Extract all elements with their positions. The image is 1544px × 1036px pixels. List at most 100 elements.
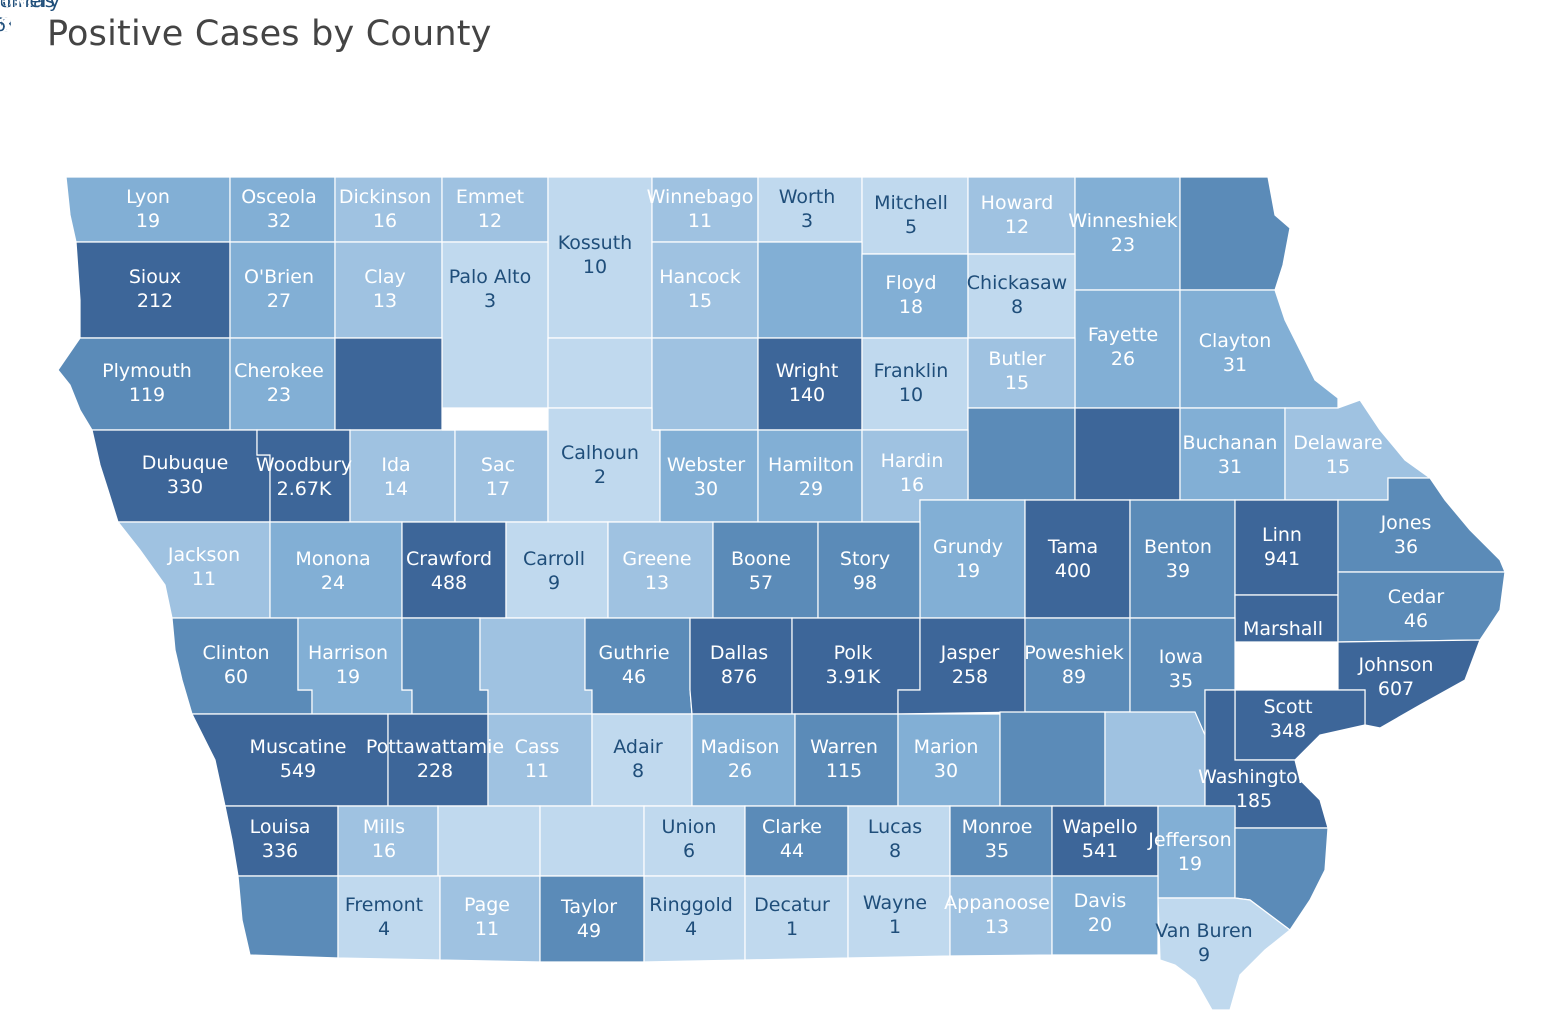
county-cases-mitchell: 5 <box>905 216 917 238</box>
county-name-kossuth: Kossuth <box>558 232 632 254</box>
county-shape-unlabeled-30[interactable] <box>1074 407 1181 501</box>
county-shape-buchanan[interactable] <box>1179 407 1286 501</box>
county-name-wayne: Wayne <box>863 892 927 914</box>
county-shape-grundy[interactable] <box>919 499 1026 619</box>
county-shape-taylor[interactable] <box>539 875 645 963</box>
county-cases-adair: 8 <box>632 760 644 782</box>
county-name-winneshiek: Winneshiek <box>1068 210 1177 232</box>
county-cases-fayette: 26 <box>1111 348 1135 370</box>
county-shape-van-buren[interactable] <box>1157 897 1291 1011</box>
county-name-o-brien: O'Brien <box>244 266 314 288</box>
county-name-jefferson: Jefferson <box>1147 829 1231 851</box>
county-cases-cass: 11 <box>525 760 549 782</box>
county-shape-tama[interactable] <box>1024 499 1131 619</box>
county-cases-van-buren: 9 <box>1198 944 1210 966</box>
county-shape-greene[interactable] <box>607 521 714 619</box>
county-shape-mahaska[interactable] <box>999 711 1106 807</box>
county-shape-davis[interactable] <box>1051 875 1159 956</box>
map-title: Positive Cases by County <box>47 14 492 54</box>
county-name-mills: Mills <box>363 816 405 838</box>
county-shape-woodbury[interactable] <box>256 429 351 523</box>
county-name-osceola: Osceola <box>241 186 317 208</box>
county-name-poweshiek: Poweshiek <box>1024 642 1124 664</box>
county-cases-wright: 140 <box>789 384 825 406</box>
county-cases-montgomery: 6 <box>0 14 6 36</box>
county-name-madison: Madison <box>701 736 780 758</box>
county-shape-unlabeled-10[interactable] <box>1179 176 1291 291</box>
county-name-floyd: Floyd <box>885 272 936 294</box>
county-cases-mills: 16 <box>372 840 396 862</box>
county-shape-unlabeled-25[interactable] <box>651 337 759 431</box>
county-name-hardin: Hardin <box>881 450 944 472</box>
county-shape-unlabeled-58[interactable] <box>479 617 593 715</box>
county-shape-shelby[interactable] <box>401 617 489 715</box>
county-shape-bremer[interactable] <box>967 407 1076 501</box>
county-cases-muscatine: 549 <box>280 760 316 782</box>
county-name-linn: Linn <box>1262 524 1302 546</box>
county-cases-mahaska: 88 <box>0 14 12 36</box>
county-cases-polk: 3.91K <box>826 666 881 688</box>
county-cases-warren: 115 <box>826 760 862 782</box>
county-shape-unlabeled-16[interactable] <box>757 241 863 339</box>
county-name-marshall: Marshall <box>1243 618 1323 640</box>
county-shape-ida[interactable] <box>349 429 456 523</box>
county-shape-crawford[interactable] <box>401 521 507 619</box>
county-name-pocahontas: Pocahontas <box>0 0 55 12</box>
county-cases-poweshiek: 89 <box>1062 666 1086 688</box>
county-name-calhoun: Calhoun <box>561 442 639 464</box>
county-cases-wayne: 1 <box>889 916 901 938</box>
county-shape-jefferson[interactable] <box>1157 805 1236 899</box>
county-shape-montgomery[interactable] <box>437 805 541 877</box>
county-cases-osceola: 32 <box>267 210 291 232</box>
county-cases-emmet: 12 <box>478 210 502 232</box>
county-cases-plymouth: 119 <box>129 384 165 406</box>
county-cases-benton: 39 <box>1166 560 1190 582</box>
county-shape-calhoun[interactable] <box>547 407 661 523</box>
county-name-webster: Webster <box>667 454 745 476</box>
county-shapes <box>57 176 1506 1011</box>
county-name-clay: Clay <box>364 266 405 288</box>
county-cases-henry: 67 <box>0 14 12 36</box>
county-name-ida: Ida <box>381 454 410 476</box>
county-name-clarke: Clarke <box>762 816 822 838</box>
county-name-buchanan: Buchanan <box>1183 432 1278 454</box>
county-name-ringgold: Ringgold <box>649 894 733 916</box>
county-shape-poweshiek[interactable] <box>1024 617 1131 713</box>
county-shape-unlabeled-88[interactable] <box>237 875 339 959</box>
county-shape-boone[interactable] <box>712 521 819 619</box>
county-name-dallas: Dallas <box>710 642 768 664</box>
county-name-harrison: Harrison <box>308 642 388 664</box>
county-cases-jasper: 258 <box>952 666 988 688</box>
county-cases-appanoose: 13 <box>985 916 1009 938</box>
county-name-jones: Jones <box>1380 512 1432 534</box>
county-name-monroe: Monroe <box>962 816 1033 838</box>
county-cases-floyd: 18 <box>899 296 923 318</box>
county-shape-unlabeled-23[interactable] <box>334 337 443 431</box>
county-shape-monona[interactable] <box>269 521 403 619</box>
county-shape-benton[interactable] <box>1129 499 1236 619</box>
county-shape-pocahontas[interactable] <box>547 337 653 409</box>
county-name-jasper: Jasper <box>940 642 1000 664</box>
county-cases-buchanan: 31 <box>1218 456 1242 478</box>
county-name-polk: Polk <box>834 642 873 664</box>
county-cases-webster: 30 <box>694 478 718 500</box>
county-cases-chickasaw: 8 <box>1011 296 1023 318</box>
county-name-henry: Henry <box>0 0 29 12</box>
county-cases-kossuth: 10 <box>583 256 607 278</box>
county-cases-tama: 400 <box>1055 560 1091 582</box>
county-name-washington: Washington <box>1198 766 1310 788</box>
county-name-sac: Sac <box>481 454 515 476</box>
county-name-monona: Monona <box>295 548 370 570</box>
county-name-muscatine: Muscatine <box>250 736 347 758</box>
county-shape-unlabeled-80[interactable] <box>539 805 645 877</box>
county-shape-webster[interactable] <box>652 429 759 523</box>
county-shape-hamilton[interactable] <box>757 429 863 523</box>
county-cases-johnson: 607 <box>1378 678 1414 700</box>
county-cases-monroe: 35 <box>985 840 1009 862</box>
county-shape-unlabeled-75[interactable] <box>1104 711 1206 807</box>
county-shape-story[interactable] <box>817 521 921 619</box>
county-cases-palo-alto: 3 <box>484 290 496 312</box>
county-shape-carroll[interactable] <box>505 521 609 619</box>
county-name-shelby: Shelby <box>0 0 32 12</box>
county-shape-cedar[interactable] <box>1337 571 1506 643</box>
